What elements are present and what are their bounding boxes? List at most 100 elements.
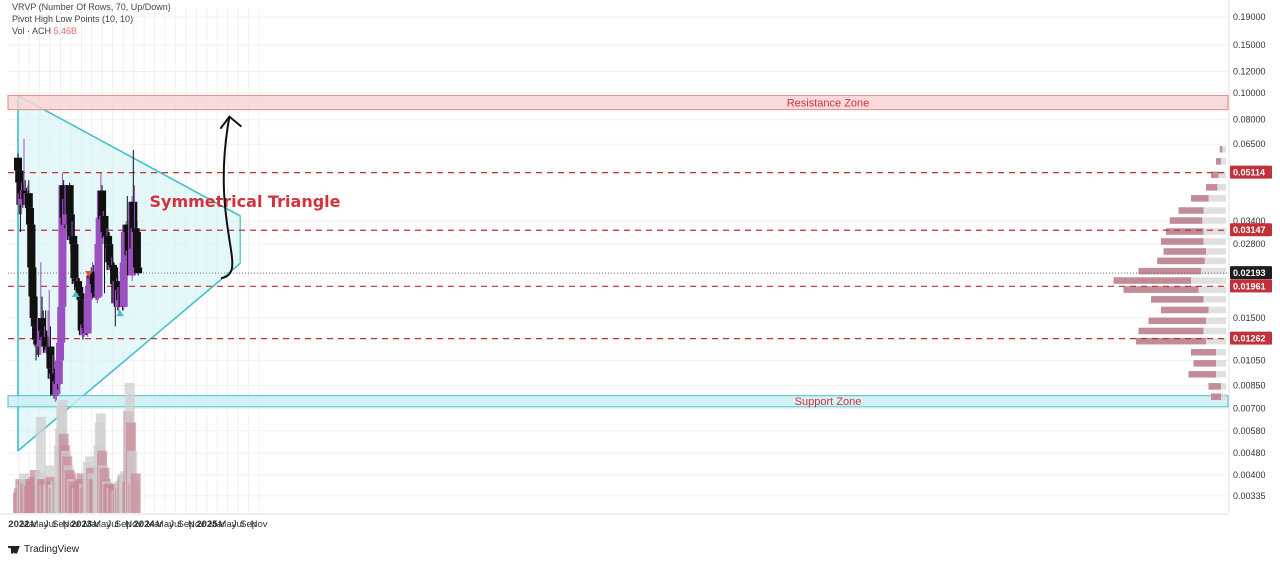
candle-body: [24, 193, 33, 208]
price-label-text: 0.01262: [1233, 334, 1266, 344]
candle-body: [110, 267, 119, 284]
volume-profile-bar-down: [1113, 277, 1191, 284]
candle-body: [57, 306, 66, 343]
price-tick-label: 0.19000: [1233, 12, 1266, 22]
volume-profile-bar-down: [1169, 217, 1203, 224]
volume-profile-bar-down: [1178, 207, 1204, 214]
price-label-text: 0.05114: [1233, 168, 1265, 178]
tradingview-logo-icon: [8, 545, 20, 554]
volume-profile-bar-down: [1208, 383, 1221, 390]
volume-profile-bar-down: [1136, 337, 1206, 345]
price-axis: 0.19000 0.15000 0.12000 0.10000 0.08000 0.065…: [1228, 0, 1272, 513]
pivot-indicator-label[interactable]: Pivot High Low Points (10, 10): [12, 14, 134, 24]
candle-body: [129, 201, 138, 249]
price-tick-label: 0.10000: [1233, 88, 1266, 98]
candle: [95, 214, 104, 249]
candle: [132, 221, 141, 273]
volume-profile-bar-down: [1138, 267, 1201, 275]
volume-indicator-label[interactable]: Vol · ACH 5.46B: [12, 26, 77, 37]
candle-body: [30, 318, 39, 327]
candle: [123, 196, 132, 236]
volume-profile-bar-down: [1216, 158, 1221, 165]
candle-body: [51, 394, 60, 396]
price-tick-label: 0.00850: [1233, 380, 1266, 390]
candle-body: [132, 232, 141, 268]
candle-body: [27, 224, 36, 268]
time-tick-label: May: [156, 519, 174, 530]
candle-body: [95, 217, 104, 245]
volume-profile-bar-down: [1148, 317, 1206, 325]
candle-body: [83, 299, 92, 334]
time-tick-label: Jul: [232, 519, 244, 530]
pattern-label: Symmetrical Triangle: [149, 192, 340, 211]
price-tick-label: 0.00700: [1233, 403, 1266, 413]
candles: [14, 138, 143, 402]
candle: [56, 339, 65, 367]
candle-body: [101, 232, 110, 238]
time-tick-label: Mar: [21, 519, 37, 530]
candle-body: [84, 286, 93, 300]
candle-body: [39, 330, 48, 340]
candle: [100, 211, 109, 294]
candle-body: [94, 244, 103, 297]
vrvp-indicator-label[interactable]: VRVP (Number Of Rows, 70, Up/Down): [12, 2, 171, 12]
time-axis: 2022MarMayJulSepNov2023MarMayJulSepNov20…: [0, 513, 1229, 530]
candle: [83, 296, 92, 337]
volume-indicator-name: Vol · ACH: [12, 26, 52, 36]
price-label-badge: [1230, 165, 1272, 179]
pivot-low-marker: [71, 290, 80, 297]
price-tick-label: 0.15000: [1233, 40, 1266, 50]
candle-body: [26, 207, 35, 225]
candle-body: [46, 346, 55, 369]
price-label-text: 0.02193: [1233, 268, 1266, 278]
candle-body: [69, 235, 78, 245]
candle-body: [98, 190, 107, 220]
price-tick-label: 0.01050: [1233, 355, 1266, 365]
candle-body: [105, 244, 114, 263]
candle-body: [89, 271, 98, 284]
candle-body: [134, 267, 143, 274]
candle-body: [41, 336, 50, 347]
time-tick-label: 2023: [71, 519, 92, 530]
volume-profile-bar-down: [1211, 171, 1219, 179]
candle: [134, 235, 143, 276]
price-label-badge: [1230, 223, 1272, 237]
resistance-zone: [7, 95, 1229, 111]
candle-body: [32, 326, 41, 340]
candle-body: [35, 344, 44, 347]
volume-indicator-value: 5.46B: [53, 26, 78, 36]
candle-body: [17, 193, 26, 205]
time-tick-label: Nov: [251, 519, 268, 530]
time-tick-label: May: [219, 519, 237, 530]
price-label-text: 0.03147: [1233, 225, 1266, 235]
price-tick-label: 0.08000: [1233, 115, 1266, 125]
candle-body: [56, 342, 65, 361]
projection-arrow-head: [219, 115, 243, 130]
candle-body: [77, 299, 86, 331]
resistance-zone-label: Resistance Zone: [787, 98, 870, 110]
candle-body: [65, 185, 74, 215]
volume-profile-bar-down: [1211, 393, 1221, 400]
price-tick-label: 0.12000: [1233, 67, 1266, 77]
candle-body: [52, 381, 61, 395]
time-tick-label: May: [30, 519, 48, 530]
price-tick-label: 0.06500: [1233, 139, 1266, 149]
time-tick-label: Mar: [83, 519, 99, 530]
candle-body: [100, 215, 109, 233]
candle: [94, 239, 103, 300]
time-tick-label: 2022: [8, 519, 29, 530]
price-tick-label: 0.00580: [1233, 426, 1266, 436]
candle: [129, 149, 138, 249]
volume-bar: [130, 473, 141, 513]
price-tick-label: 0.02800: [1233, 239, 1266, 249]
time-tick-label: Nov: [63, 519, 80, 530]
time-tick-label: Nov: [125, 519, 142, 530]
candle: [41, 310, 50, 352]
tradingview-logo[interactable]: TradingView: [8, 544, 79, 555]
candle-body: [14, 157, 22, 171]
candle-body: [93, 296, 102, 298]
candle: [27, 221, 36, 273]
candle: [32, 318, 41, 361]
